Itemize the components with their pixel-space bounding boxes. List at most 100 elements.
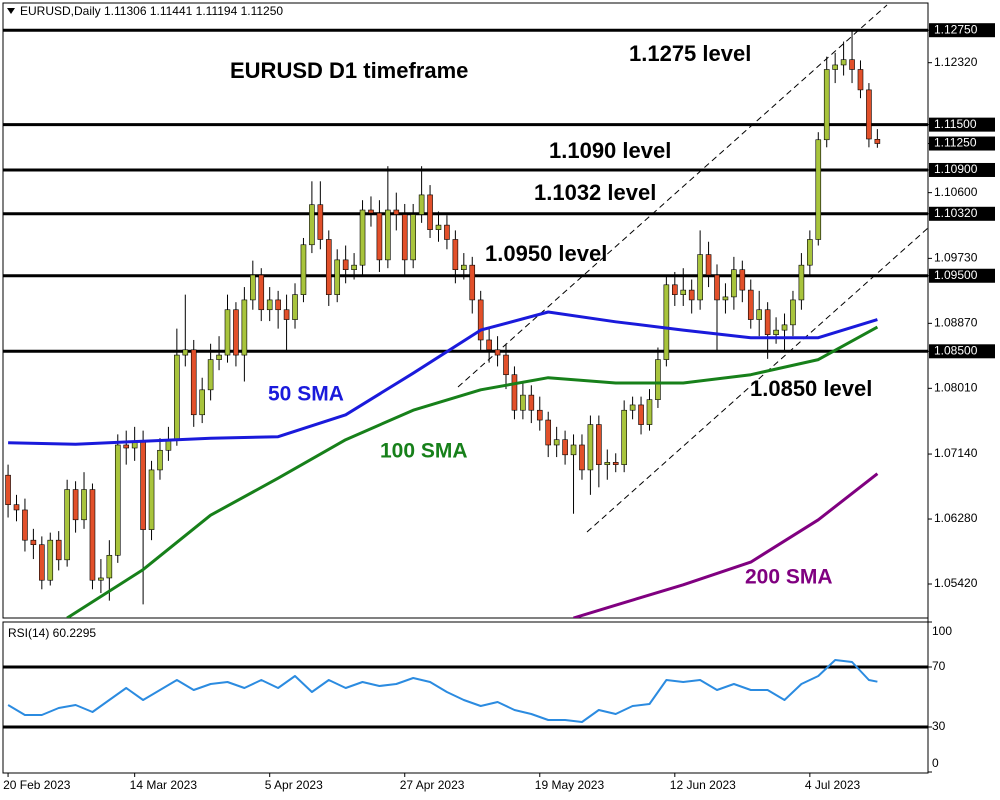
candle-body [325, 239, 332, 295]
candle-body [477, 299, 484, 341]
candle-body [773, 329, 779, 335]
candle-body [638, 404, 644, 425]
candle-body [494, 349, 501, 356]
candle-body [621, 409, 627, 465]
candle-body [629, 404, 636, 411]
x-tick-label: 27 Apr 2023 [400, 778, 465, 792]
candle-body [705, 254, 712, 276]
level-label: 1.0850 level [750, 376, 872, 401]
candle-body [570, 444, 577, 456]
candle-body [5, 474, 11, 505]
rsi-line [7, 659, 878, 723]
candle-body [520, 394, 526, 411]
candle-body [47, 539, 54, 581]
candle-body [739, 269, 746, 291]
price-tag [929, 23, 995, 38]
candle-body [300, 244, 307, 295]
candle-body [13, 504, 20, 511]
candle-body [64, 489, 70, 561]
candle-body [840, 59, 847, 66]
sma-label: 200 SMA [745, 566, 833, 589]
candle-body [334, 259, 341, 295]
candle-body [579, 444, 585, 471]
candle-body [604, 462, 611, 465]
candle-body [427, 194, 433, 230]
candle-body [536, 409, 543, 421]
trend-line [457, 4, 888, 388]
candle-body [123, 444, 130, 449]
y-tick-label: 1.09500 [934, 268, 978, 282]
candle-body [452, 239, 459, 271]
candle-body [418, 194, 425, 215]
candle-body [266, 299, 273, 311]
candle-body [190, 349, 197, 416]
candle-body [503, 354, 509, 376]
sma-line [66, 325, 879, 618]
candle-body [81, 489, 87, 521]
candle-body [359, 209, 366, 266]
candle-body [798, 264, 805, 301]
candle-body [663, 284, 670, 360]
menu-arrow [7, 8, 15, 14]
candle-body [688, 289, 695, 301]
y-tick-label: 1.07140 [934, 446, 978, 460]
price-tag [929, 117, 995, 132]
y-tick-label: 1.05420 [934, 576, 978, 590]
x-tick-label: 4 Jul 2023 [805, 778, 861, 792]
candle-body [275, 299, 281, 311]
level-label: 1.1090 level [549, 138, 671, 163]
candle-body [292, 294, 298, 320]
candle-body [469, 264, 476, 301]
x-tick-label: 5 Apr 2023 [265, 778, 323, 792]
candle-body [511, 374, 518, 411]
y-tick-label: 1.08010 [934, 380, 978, 394]
candle-body [199, 389, 205, 416]
candle-body [258, 274, 265, 311]
rsi-plot [3, 659, 928, 729]
candle-body [528, 394, 535, 411]
candle-body [781, 324, 788, 331]
candle-body [435, 224, 442, 230]
candle-body [790, 299, 796, 326]
candle-body [283, 309, 290, 320]
candle-body [823, 69, 830, 141]
y-tick-label: 1.10900 [934, 162, 978, 176]
candle-body [461, 264, 467, 271]
candle-body [444, 224, 450, 240]
y-tick-label: 1.12320 [934, 55, 978, 69]
candle-body [756, 309, 763, 320]
candle-body [545, 419, 552, 446]
x-tick-label: 20 Feb 2023 [3, 778, 71, 792]
trend-line [586, 227, 928, 533]
candle-body [207, 359, 214, 391]
y-tick-label: 1.12750 [934, 22, 978, 36]
level-label: 1.1032 level [534, 180, 656, 205]
candle-body [39, 544, 45, 581]
candle-body [309, 204, 315, 246]
candle-body [241, 299, 248, 356]
chart-title: EURUSD D1 timeframe [230, 58, 468, 83]
candle-body [250, 274, 256, 301]
candle-body [216, 354, 222, 360]
candle-body [182, 349, 189, 356]
y-tick-label: 0 [932, 756, 939, 770]
candle-body [157, 449, 163, 471]
price-tag [929, 344, 995, 359]
sma-line [573, 472, 879, 618]
sma-label: 50 SMA [268, 383, 344, 406]
candle-body [22, 509, 28, 541]
y-tick-label: 1.09730 [934, 251, 978, 265]
candle-body [342, 259, 349, 271]
candle-body [764, 309, 771, 335]
candle-body [401, 214, 408, 261]
candle-body [655, 359, 661, 400]
y-tick-label: 1.08500 [934, 343, 978, 357]
candle-body [148, 469, 155, 530]
candle-body [807, 239, 813, 266]
candle-body [815, 139, 822, 240]
trend-lines [457, 4, 928, 533]
y-tick-label: 1.10600 [934, 185, 978, 199]
candle-body [410, 214, 416, 261]
